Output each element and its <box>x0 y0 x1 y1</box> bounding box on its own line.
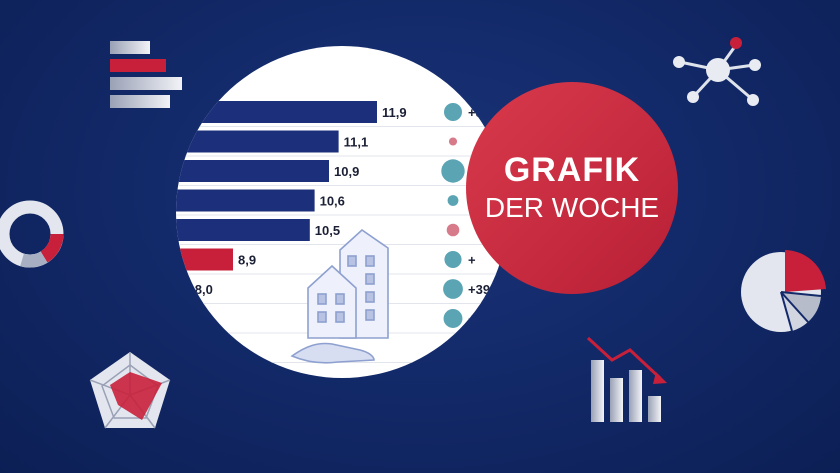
bar-value-label: 10,6 <box>320 194 345 209</box>
change-dot <box>441 159 465 183</box>
icon-bar <box>110 95 170 108</box>
chart-circle <box>176 46 508 378</box>
change-label: +12% <box>468 341 502 356</box>
bar <box>176 160 329 182</box>
icon-bar <box>110 77 182 90</box>
bar-series <box>176 101 377 300</box>
change-label: +35% <box>468 312 502 327</box>
change-label: + <box>468 253 476 268</box>
pie-chart-icon <box>741 250 826 332</box>
bar <box>176 101 377 123</box>
value-labels: 11,9 11,1 10,9 10,6 10,5 8,9 8,0 <box>195 105 407 297</box>
change-dot <box>446 223 460 237</box>
bar <box>176 189 315 212</box>
bar <box>176 130 339 153</box>
bar-value-label: 10,9 <box>334 164 359 179</box>
declining-bar-chart-icon <box>586 336 667 422</box>
change-dot <box>444 103 462 121</box>
bar-highlight <box>176 248 233 271</box>
donut-chart-icon <box>0 200 64 268</box>
icon-bar-red <box>110 59 166 72</box>
bar-value-label: 8,0 <box>195 282 213 297</box>
change-dot <box>447 342 459 354</box>
bar-value-label: 11,9 <box>382 105 407 120</box>
bar-value-label: 8,9 <box>238 253 256 268</box>
change-label: +39% <box>468 282 502 297</box>
change-dot <box>448 137 458 146</box>
bar-value-label: 11,1 <box>344 135 369 150</box>
bar-value-label: 10,5 <box>315 223 340 238</box>
house-in-hand-icon <box>290 228 389 364</box>
radar-chart-icon <box>89 352 171 429</box>
change-dot <box>444 250 462 269</box>
change-dot <box>447 195 459 206</box>
change-dot <box>444 369 462 378</box>
bar <box>176 278 190 300</box>
icon-bar <box>110 41 150 54</box>
horizontal-bars-icon <box>110 41 182 108</box>
change-label: +23 <box>468 371 490 386</box>
change-dot <box>443 309 463 328</box>
grafik-badge <box>466 82 678 294</box>
change-dot <box>443 279 463 299</box>
network-nodes-icon <box>673 37 761 106</box>
change-label: +3 <box>468 105 483 120</box>
bar <box>176 219 310 241</box>
